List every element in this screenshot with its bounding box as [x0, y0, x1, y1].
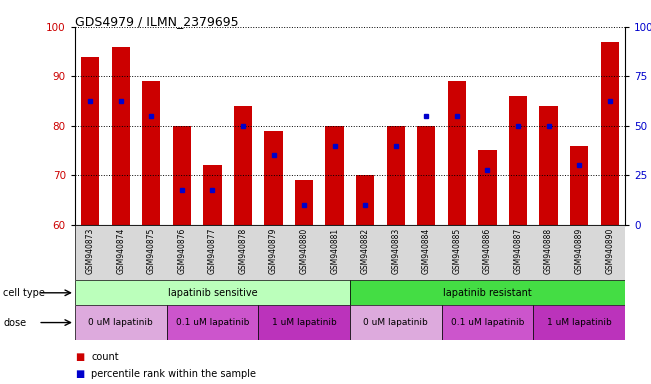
Bar [75, 305, 167, 340]
Bar [81, 56, 100, 225]
Bar [203, 166, 221, 225]
Bar [264, 131, 283, 225]
Text: GSM940883: GSM940883 [391, 227, 400, 274]
Text: GSM940875: GSM940875 [146, 227, 156, 274]
Bar [350, 305, 441, 340]
Text: 1 uM lapatinib: 1 uM lapatinib [547, 318, 611, 327]
Text: cell type: cell type [3, 288, 45, 298]
Bar [173, 126, 191, 225]
Text: GSM940873: GSM940873 [86, 227, 94, 274]
Text: lapatinib sensitive: lapatinib sensitive [167, 288, 257, 298]
Bar [600, 42, 619, 225]
Text: 0 uM lapatinib: 0 uM lapatinib [363, 318, 428, 327]
Bar [387, 126, 405, 225]
Bar [350, 280, 625, 305]
Text: GSM940884: GSM940884 [422, 227, 431, 274]
Text: 0 uM lapatinib: 0 uM lapatinib [89, 318, 153, 327]
Text: GSM940887: GSM940887 [514, 227, 523, 274]
Text: lapatinib resistant: lapatinib resistant [443, 288, 532, 298]
Text: GSM940877: GSM940877 [208, 227, 217, 274]
Text: GSM940879: GSM940879 [269, 227, 278, 274]
Bar [417, 126, 436, 225]
Bar [295, 180, 313, 225]
Text: 1 uM lapatinib: 1 uM lapatinib [271, 318, 337, 327]
Bar [570, 146, 589, 225]
Bar [167, 305, 258, 340]
Text: count: count [91, 352, 118, 362]
Text: GSM940876: GSM940876 [177, 227, 186, 274]
Text: percentile rank within the sample: percentile rank within the sample [91, 369, 256, 379]
Text: GSM940878: GSM940878 [238, 227, 247, 274]
Bar [356, 175, 374, 225]
Bar [234, 106, 252, 225]
Text: GSM940890: GSM940890 [605, 227, 614, 274]
Text: 0.1 uM lapatinib: 0.1 uM lapatinib [176, 318, 249, 327]
Bar [509, 96, 527, 225]
Text: dose: dose [3, 318, 27, 328]
Text: 0.1 uM lapatinib: 0.1 uM lapatinib [450, 318, 524, 327]
Bar [533, 305, 625, 340]
Text: GSM940882: GSM940882 [361, 227, 370, 273]
Bar [448, 81, 466, 225]
Bar [142, 81, 160, 225]
Text: GSM940874: GSM940874 [117, 227, 125, 274]
Bar [258, 305, 350, 340]
Text: GSM940889: GSM940889 [575, 227, 583, 274]
Bar [441, 305, 533, 340]
Text: GDS4979 / ILMN_2379695: GDS4979 / ILMN_2379695 [75, 15, 238, 28]
Bar [75, 280, 350, 305]
Bar [326, 126, 344, 225]
Text: ■: ■ [75, 352, 84, 362]
Bar [540, 106, 558, 225]
Text: GSM940885: GSM940885 [452, 227, 462, 274]
Text: ■: ■ [75, 369, 84, 379]
Text: GSM940888: GSM940888 [544, 227, 553, 273]
Text: GSM940880: GSM940880 [299, 227, 309, 274]
Bar [478, 151, 497, 225]
Text: GSM940881: GSM940881 [330, 227, 339, 273]
Text: GSM940886: GSM940886 [483, 227, 492, 274]
Bar [111, 46, 130, 225]
